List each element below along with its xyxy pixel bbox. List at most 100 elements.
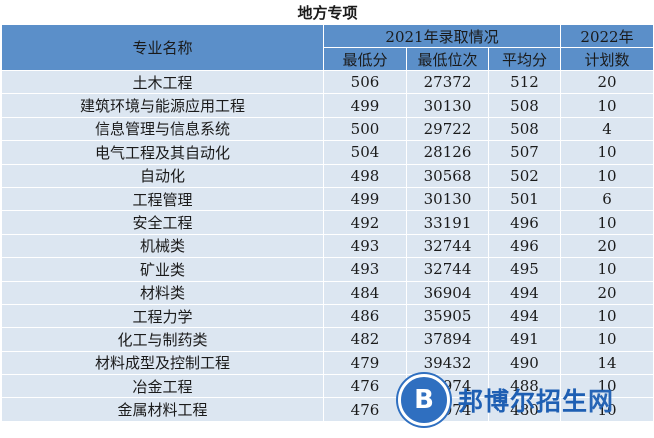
cell-avg-score: 508	[488, 93, 561, 118]
header-plan-line1: 2022年	[560, 24, 654, 48]
cell-min-rank: 32744	[406, 257, 489, 282]
cell-avg-score: 491	[488, 327, 561, 352]
table-row: 矿业类 493 32744 495 10	[1, 257, 654, 282]
cell-plan: 10	[560, 140, 654, 165]
cell-min-rank: 36904	[406, 280, 489, 305]
cell-min-score: 493	[323, 233, 407, 259]
cell-avg-score: 494	[488, 280, 561, 305]
table-row: 安全工程 492 33191 496 10	[1, 210, 654, 235]
cell-min-rank: 32744	[406, 233, 489, 259]
cell-avg-score: 502	[488, 163, 561, 188]
cell-min-score: 486	[323, 303, 407, 329]
table-row: 土木工程 506 27372 512 20	[1, 69, 654, 95]
cell-min-score: 492	[323, 210, 407, 235]
cell-avg-score: 512	[488, 69, 561, 95]
header-2021-group: 2021年录取情况	[323, 24, 561, 48]
cell-avg-score: 507	[488, 140, 561, 165]
cell-avg-score: 490	[488, 350, 561, 376]
cell-major: 冶金工程	[1, 374, 324, 399]
cell-plan: 10	[560, 397, 654, 422]
cell-avg-score: 480	[488, 397, 561, 422]
cell-avg-score: 496	[488, 233, 561, 259]
cell-min-rank: 27372	[406, 69, 489, 95]
table-title: 地方专项	[1, 0, 654, 25]
cell-avg-score: 488	[488, 374, 561, 399]
cell-major: 材料成型及控制工程	[1, 350, 324, 376]
cell-min-score: 479	[323, 350, 407, 376]
table-row: 冶金工程 476 40974 488 10	[1, 374, 654, 399]
cell-min-score: 500	[323, 116, 407, 142]
cell-major: 工程管理	[1, 186, 324, 212]
cell-plan: 10	[560, 163, 654, 188]
cell-min-rank: 29722	[406, 116, 489, 142]
cell-min-rank: 39432	[406, 350, 489, 376]
table-row: 材料成型及控制工程 479 39432 490 14	[1, 350, 654, 376]
cell-major: 金属材料工程	[1, 397, 324, 422]
cell-min-rank: 28126	[406, 140, 489, 165]
cell-major: 机械类	[1, 233, 324, 259]
cell-min-score: 506	[323, 69, 407, 95]
cell-min-rank: 30130	[406, 93, 489, 118]
header-major: 专业名称	[1, 24, 324, 71]
cell-min-score: 499	[323, 186, 407, 212]
table-row: 金属材料工程 476 40974 480 10	[1, 397, 654, 422]
cell-min-score: 476	[323, 397, 407, 422]
table-row: 工程力学 486 35905 494 10	[1, 303, 654, 329]
table-row: 工程管理 499 30130 501 6	[1, 186, 654, 212]
cell-avg-score: 495	[488, 257, 561, 282]
cell-major: 矿业类	[1, 257, 324, 282]
header-plan-line2: 计划数	[560, 47, 654, 71]
header-min-score: 最低分	[323, 47, 407, 71]
cell-plan: 10	[560, 327, 654, 352]
cell-major: 化工与制药类	[1, 327, 324, 352]
cell-plan: 20	[560, 233, 654, 259]
table-row: 建筑环境与能源应用工程 499 30130 508 10	[1, 93, 654, 118]
header-avg-score: 平均分	[488, 47, 561, 71]
cell-avg-score: 508	[488, 116, 561, 142]
table-row: 化工与制药类 482 37894 491 10	[1, 327, 654, 352]
table-row: 机械类 493 32744 496 20	[1, 233, 654, 259]
cell-plan: 10	[560, 303, 654, 329]
cell-major: 信息管理与信息系统	[1, 116, 324, 142]
header-row-2: 最低分 最低位次 平均分 计划数	[2, 47, 654, 71]
cell-major: 自动化	[1, 163, 324, 188]
cell-min-rank: 40974	[406, 374, 489, 399]
table-row: 信息管理与信息系统 500 29722 508 4	[1, 116, 654, 142]
cell-plan: 10	[560, 257, 654, 282]
header-min-rank: 最低位次	[406, 47, 489, 71]
table-row: 自动化 498 30568 502 10	[1, 163, 654, 188]
cell-min-rank: 33191	[406, 210, 489, 235]
cell-min-rank: 40974	[406, 397, 489, 422]
cell-avg-score: 501	[488, 186, 561, 212]
cell-major: 安全工程	[1, 210, 324, 235]
cell-min-score: 482	[323, 327, 407, 352]
cell-min-rank: 30568	[406, 163, 489, 188]
cell-major: 土木工程	[1, 69, 324, 95]
cell-min-rank: 35905	[406, 303, 489, 329]
table-row: 电气工程及其自动化 504 28126 507 10	[1, 140, 654, 165]
cell-major: 电气工程及其自动化	[1, 140, 324, 165]
cell-min-score: 504	[323, 140, 407, 165]
cell-plan: 20	[560, 280, 654, 305]
cell-major: 材料类	[1, 280, 324, 305]
cell-plan: 6	[560, 186, 654, 212]
title-row: 地方专项	[1, 0, 654, 25]
cell-major: 工程力学	[1, 303, 324, 329]
header-row-1: 专业名称 2021年录取情况 2022年	[1, 24, 654, 71]
cell-min-score: 484	[323, 280, 407, 305]
cell-major: 建筑环境与能源应用工程	[1, 93, 324, 118]
cell-plan: 14	[560, 350, 654, 376]
cell-min-rank: 37894	[406, 327, 489, 352]
cell-min-score: 493	[323, 257, 407, 282]
admission-table: 地方专项 专业名称 2021年录取情况 2022年 最低分 最低位次 平均分 计…	[1, 0, 654, 422]
cell-min-rank: 30130	[406, 186, 489, 212]
cell-avg-score: 496	[488, 210, 561, 235]
cell-min-score: 498	[323, 163, 407, 188]
cell-plan: 10	[560, 210, 654, 235]
cell-min-score: 476	[323, 374, 407, 399]
table-row: 材料类 484 36904 494 20	[1, 280, 654, 305]
cell-plan: 10	[560, 374, 654, 399]
cell-plan: 20	[560, 69, 654, 95]
cell-avg-score: 494	[488, 303, 561, 329]
